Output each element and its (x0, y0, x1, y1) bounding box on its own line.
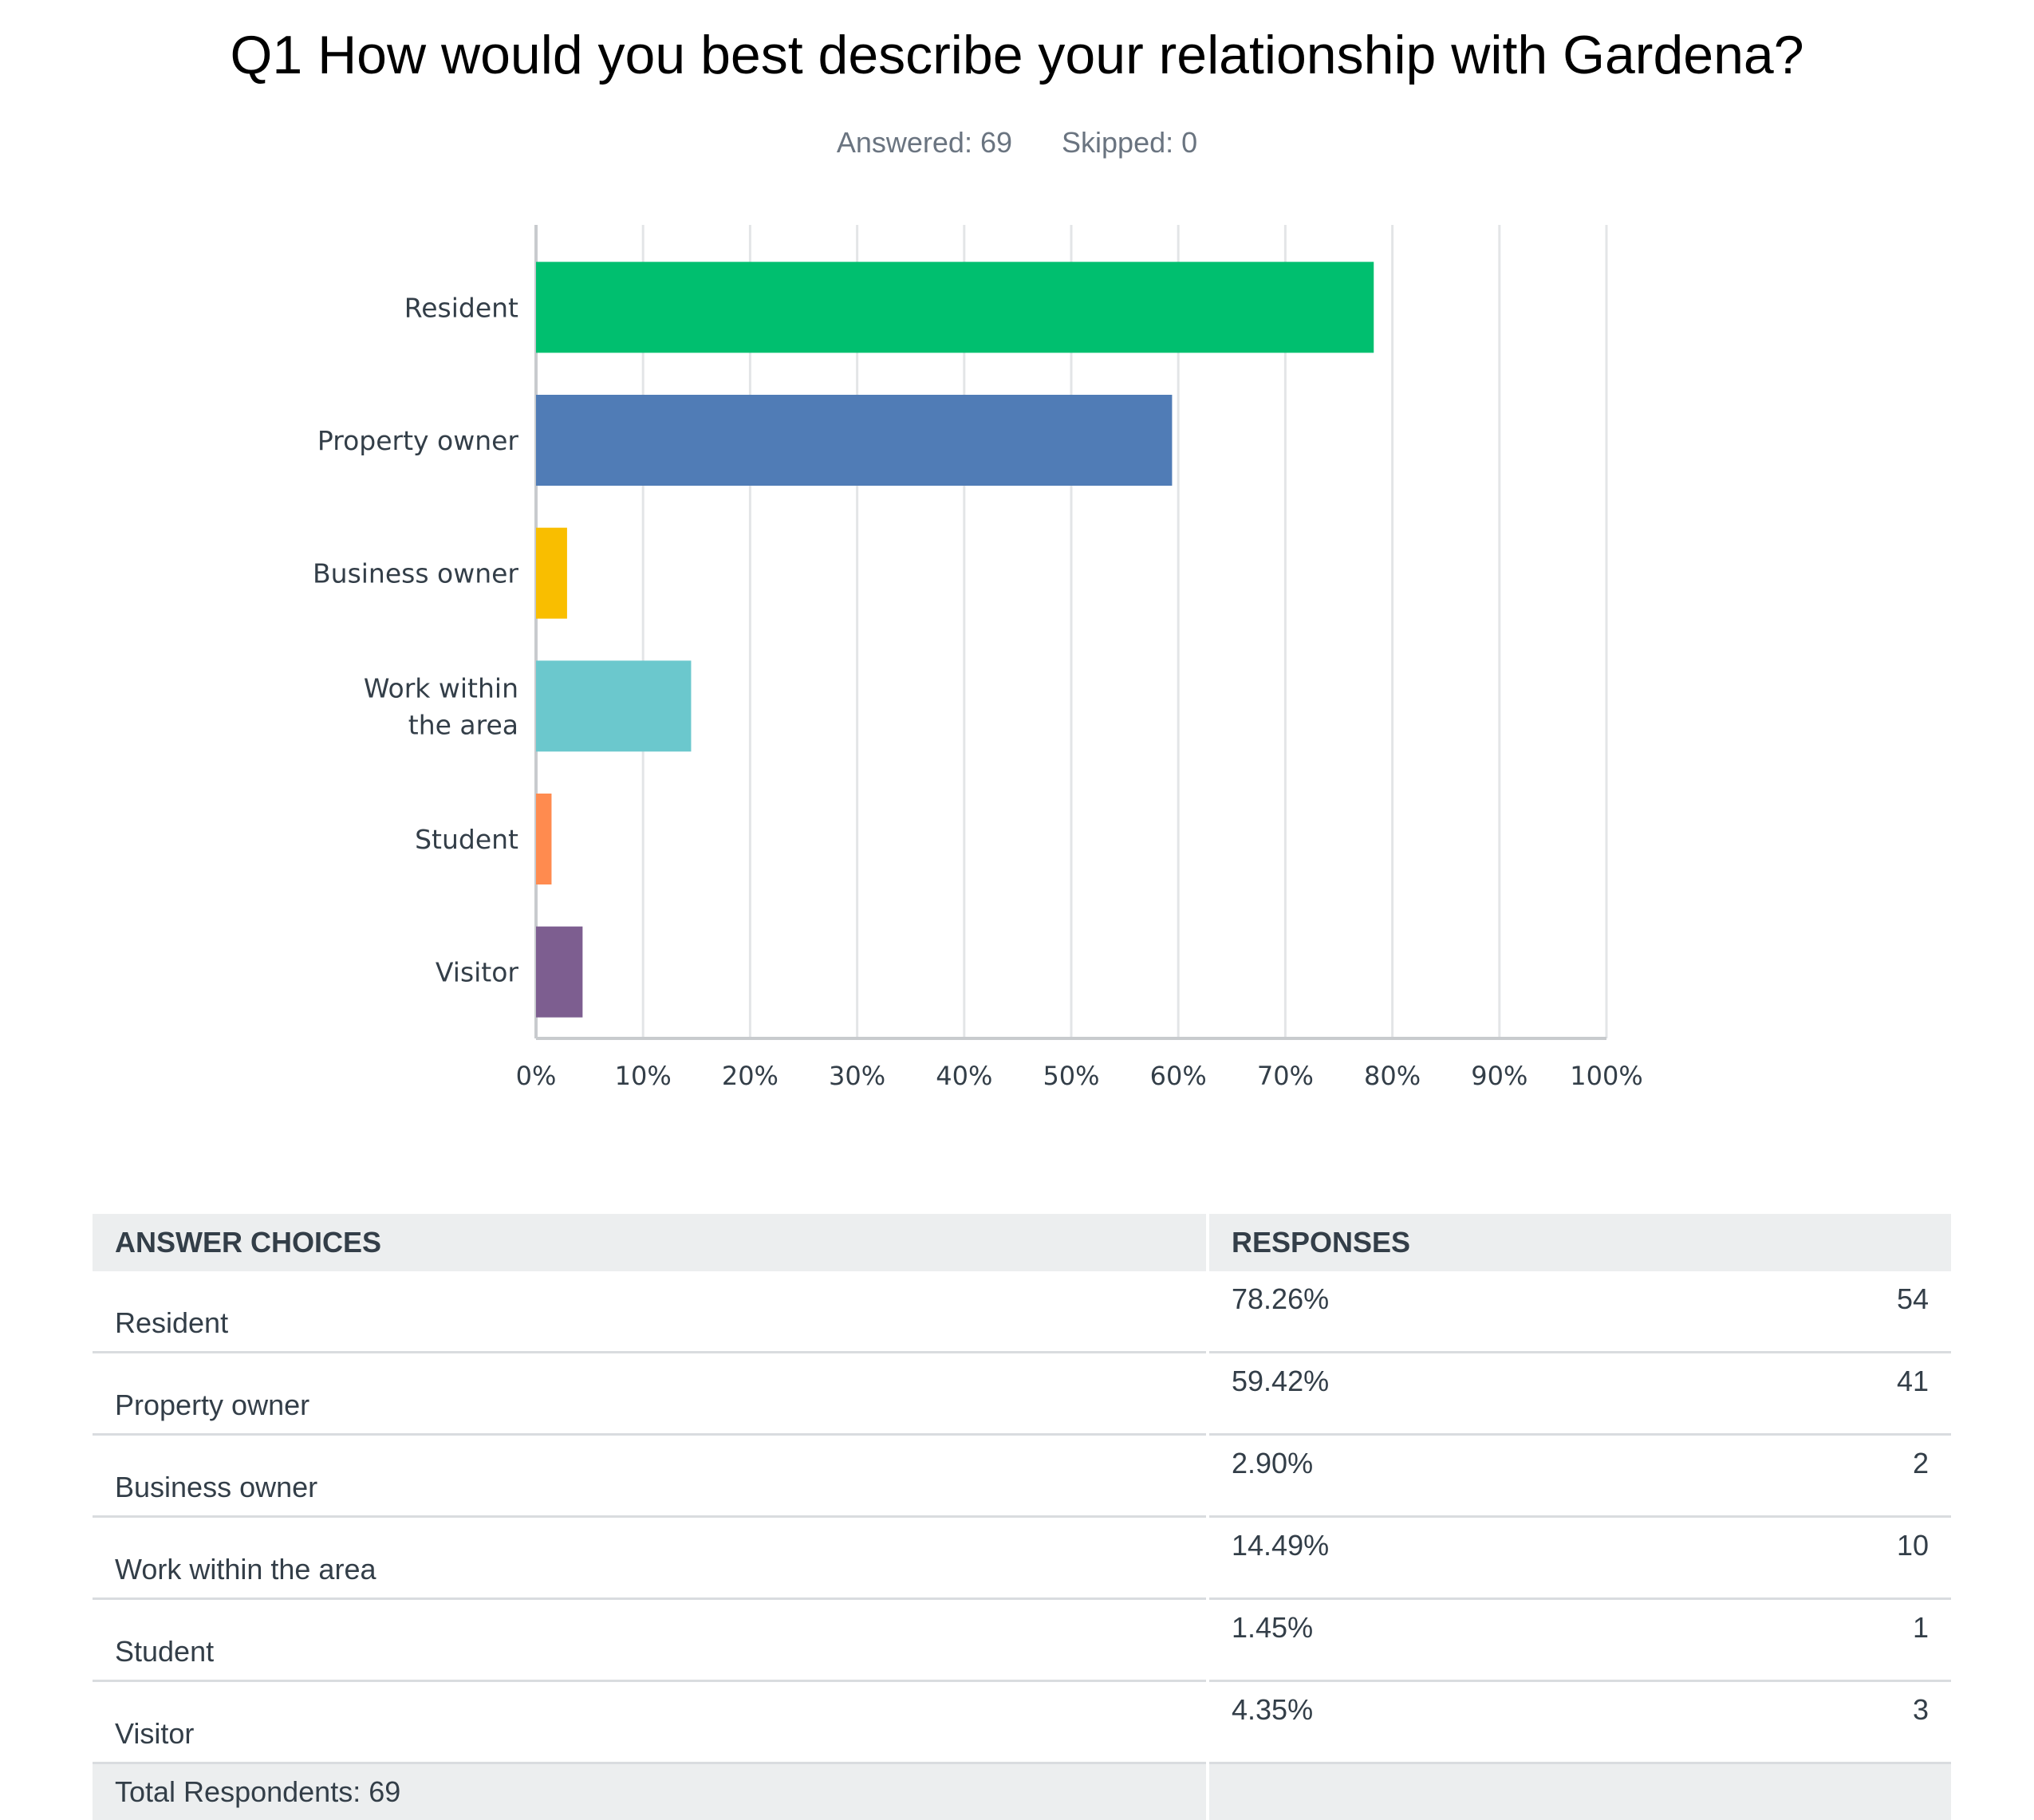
category-label: Resident (404, 292, 518, 323)
x-tick-label: 100% (1570, 1061, 1642, 1091)
x-tick-label: 20% (722, 1061, 779, 1091)
total-respondents: Total Respondents: 69 (93, 1763, 1208, 1820)
header-answer-choices: ANSWER CHOICES (93, 1214, 1208, 1271)
table-row: Property owner 59.42% 41 (93, 1353, 1951, 1435)
chart-title: Q1 How would you best describe your rela… (0, 24, 2034, 86)
x-tick-label: 50% (1043, 1061, 1099, 1091)
category-label: the area (408, 709, 518, 740)
answer-choice: Business owner (93, 1435, 1208, 1517)
response-count: 10 (1693, 1517, 1951, 1599)
response-percent: 14.49% (1208, 1517, 1693, 1599)
answer-choice: Property owner (93, 1353, 1208, 1435)
responses-table: ANSWER CHOICES RESPONSES Resident 78.26%… (93, 1214, 1951, 1820)
x-tick-label: 0% (516, 1061, 557, 1091)
bar (536, 794, 551, 884)
skipped-count: Skipped: 0 (1062, 126, 1197, 160)
answer-choice: Student (93, 1599, 1208, 1681)
x-tick-label: 60% (1150, 1061, 1207, 1091)
table-total-row: Total Respondents: 69 (93, 1763, 1951, 1820)
x-tick-label: 80% (1364, 1061, 1421, 1091)
bar (536, 528, 567, 619)
answer-choice: Visitor (93, 1681, 1208, 1763)
response-count: 2 (1693, 1435, 1951, 1517)
x-tick-label: 90% (1471, 1061, 1527, 1091)
response-percent: 4.35% (1208, 1681, 1693, 1763)
response-count: 1 (1693, 1599, 1951, 1681)
category-label: Work within (364, 672, 518, 703)
response-summary: Answered: 69 Skipped: 0 (0, 126, 2034, 160)
response-percent: 78.26% (1208, 1271, 1693, 1353)
category-label: Student (415, 824, 518, 855)
header-responses: RESPONSES (1208, 1214, 1951, 1271)
x-tick-label: 70% (1257, 1061, 1314, 1091)
response-count: 3 (1693, 1681, 1951, 1763)
bar (536, 660, 691, 751)
category-label: Business owner (313, 558, 518, 589)
table-row: Work within the area 14.49% 10 (93, 1517, 1951, 1599)
x-tick-label: 30% (829, 1061, 885, 1091)
response-percent: 1.45% (1208, 1599, 1693, 1681)
answer-choice: Work within the area (93, 1517, 1208, 1599)
category-label: Visitor (436, 957, 519, 988)
table-row: Student 1.45% 1 (93, 1599, 1951, 1681)
bar (536, 927, 582, 1018)
bar (536, 395, 1172, 486)
response-count: 41 (1693, 1353, 1951, 1435)
answered-count: Answered: 69 (837, 126, 1012, 160)
bar-chart: 0% 10% 20% 30% 40% 50% 60% 70% 80% 90% 100% Residen… (0, 223, 2034, 1133)
response-percent: 2.90% (1208, 1435, 1693, 1517)
x-tick-label: 10% (615, 1061, 672, 1091)
response-count: 54 (1693, 1271, 1951, 1353)
table-row: Visitor 4.35% 3 (93, 1681, 1951, 1763)
bar (536, 262, 1374, 353)
table-header-row: ANSWER CHOICES RESPONSES (93, 1214, 1951, 1271)
category-label: Property owner (317, 425, 519, 456)
total-empty-cell (1208, 1763, 1951, 1820)
answer-choice: Resident (93, 1271, 1208, 1353)
table-row: Business owner 2.90% 2 (93, 1435, 1951, 1517)
response-percent: 59.42% (1208, 1353, 1693, 1435)
x-tick-label: 40% (936, 1061, 992, 1091)
table-row: Resident 78.26% 54 (93, 1271, 1951, 1353)
